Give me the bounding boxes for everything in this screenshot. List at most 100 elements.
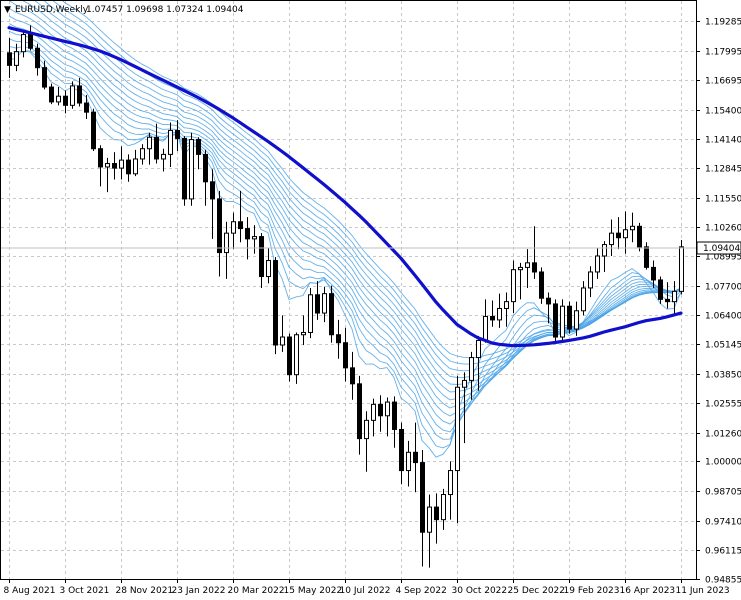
candle[interactable] — [35, 43, 40, 76]
candle[interactable] — [455, 375, 460, 524]
candle[interactable] — [623, 211, 628, 254]
candle[interactable] — [679, 240, 684, 295]
candle[interactable] — [343, 327, 348, 382]
candle[interactable] — [189, 132, 194, 206]
candle[interactable] — [84, 95, 89, 120]
candle[interactable] — [273, 257, 278, 355]
candle[interactable] — [329, 285, 334, 343]
candle[interactable] — [602, 241, 607, 272]
candle[interactable] — [672, 281, 677, 316]
price-axis[interactable]: 1.19285 1.17995 1.16695 1.15400 1.14140 1.128… — [696, 18, 741, 586]
candle[interactable] — [651, 260, 656, 288]
candle[interactable] — [161, 148, 166, 172]
candle[interactable] — [469, 351, 474, 400]
candle[interactable] — [217, 190, 222, 277]
candle[interactable] — [567, 301, 572, 334]
candle[interactable] — [287, 333, 292, 382]
candle[interactable] — [203, 149, 208, 206]
candle[interactable] — [119, 146, 124, 180]
candles[interactable] — [7, 25, 684, 568]
candle[interactable] — [413, 422, 418, 493]
candle[interactable] — [210, 169, 215, 239]
candle[interactable] — [308, 287, 313, 339]
candle[interactable] — [322, 286, 327, 323]
candle[interactable] — [448, 461, 453, 520]
candle[interactable] — [91, 108, 96, 151]
candle[interactable] — [399, 422, 404, 485]
candle[interactable] — [441, 488, 446, 530]
candle[interactable] — [434, 493, 439, 544]
candle[interactable] — [98, 145, 103, 187]
candle[interactable] — [609, 219, 614, 256]
candle[interactable] — [392, 396, 397, 448]
candle[interactable] — [462, 372, 467, 444]
candle[interactable] — [518, 262, 523, 300]
candle[interactable] — [574, 301, 579, 336]
candle[interactable] — [581, 281, 586, 316]
candle[interactable] — [364, 411, 369, 472]
candle[interactable] — [301, 315, 306, 346]
candle[interactable] — [588, 266, 593, 298]
candle[interactable] — [385, 397, 390, 437]
candle[interactable] — [532, 226, 537, 279]
candle[interactable] — [182, 136, 187, 206]
candle[interactable] — [525, 249, 530, 288]
candle[interactable] — [616, 217, 621, 250]
candle[interactable] — [252, 225, 257, 254]
candle[interactable] — [350, 351, 355, 400]
candle[interactable] — [490, 300, 495, 327]
candle[interactable] — [336, 319, 341, 359]
candle[interactable] — [49, 83, 54, 105]
candle[interactable] — [658, 276, 663, 304]
candle[interactable] — [644, 242, 649, 270]
candle[interactable] — [259, 233, 264, 288]
candle[interactable] — [511, 260, 516, 314]
candle[interactable] — [168, 122, 173, 167]
candle[interactable] — [63, 90, 68, 114]
candle[interactable] — [420, 450, 425, 567]
candle[interactable] — [427, 494, 432, 568]
candle[interactable] — [371, 398, 376, 437]
candle[interactable] — [133, 149, 138, 177]
candle[interactable] — [266, 247, 271, 284]
candle[interactable] — [504, 292, 509, 327]
candle[interactable] — [77, 77, 82, 107]
candle[interactable] — [7, 37, 12, 78]
candle[interactable] — [175, 120, 180, 151]
candle[interactable] — [238, 190, 243, 243]
candle[interactable] — [14, 43, 19, 72]
candle[interactable] — [553, 299, 558, 342]
candle[interactable] — [56, 87, 61, 106]
candle[interactable] — [539, 267, 544, 304]
candle[interactable] — [126, 154, 131, 182]
candle[interactable] — [294, 332, 299, 384]
candle[interactable] — [595, 247, 600, 279]
candle[interactable] — [406, 440, 411, 487]
candle[interactable] — [112, 152, 117, 180]
candle[interactable] — [630, 212, 635, 243]
candle[interactable] — [154, 123, 159, 164]
candle[interactable] — [245, 217, 250, 260]
candle[interactable] — [231, 212, 236, 250]
candle[interactable] — [665, 282, 670, 309]
symbol-dropdown-icon[interactable]: ▼ — [4, 5, 11, 15]
candle[interactable] — [147, 132, 152, 165]
candle[interactable] — [105, 157, 110, 193]
candle[interactable] — [280, 315, 285, 352]
candle[interactable] — [42, 60, 47, 90]
candle[interactable] — [497, 293, 502, 328]
candle[interactable] — [196, 137, 201, 170]
candle[interactable] — [637, 222, 642, 252]
candle[interactable] — [224, 221, 229, 279]
candle[interactable] — [357, 375, 362, 455]
candle[interactable] — [476, 335, 481, 391]
candle[interactable] — [546, 292, 551, 324]
candle[interactable] — [140, 144, 145, 165]
candle[interactable] — [560, 299, 565, 343]
candle[interactable] — [21, 31, 26, 58]
candle[interactable] — [378, 395, 383, 432]
candle[interactable] — [70, 81, 75, 109]
candle[interactable] — [315, 281, 320, 320]
